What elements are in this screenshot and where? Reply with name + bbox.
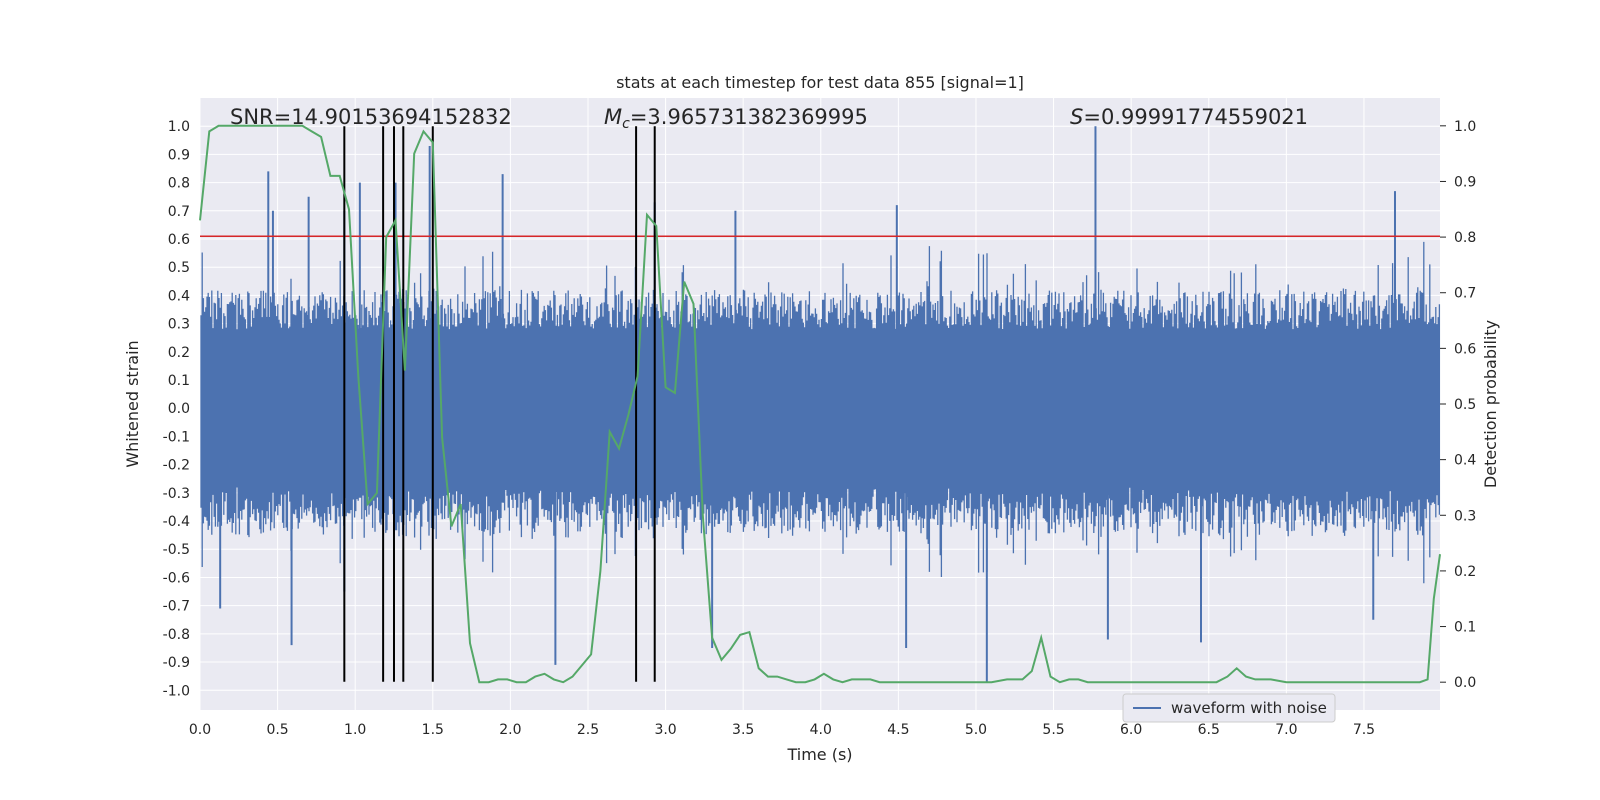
y-axis-ticks: 1.0 0.9 0.8 0.7 0.6 0.5 0.4 0.3 0.2 0.1 0.0 -0.1 -0.… <box>163 119 190 699</box>
y2-tick-label: 0.4 <box>1454 453 1476 469</box>
x-tick-label: 5.0 <box>965 722 987 738</box>
y-tick-label: 1.0 <box>168 119 190 135</box>
y2-tick-label: 0.0 <box>1454 675 1476 691</box>
y-tick-label: 0.8 <box>168 176 190 192</box>
y-tick-label: -0.9 <box>163 655 190 671</box>
chirp-mass-subscript: c <box>622 116 630 132</box>
x-tick-label: 4.0 <box>810 722 832 738</box>
x-tick-label: 0.5 <box>266 722 288 738</box>
y-tick-label: -0.4 <box>163 514 190 530</box>
x-axis-ticks: 0.0 0.5 1.0 1.5 2.0 2.5 3.0 3.5 4.0 4.5 5.0 5.5 6.0 6… <box>189 722 1375 738</box>
chirp-mass-annotation: Mc=3.965731382369995 <box>604 105 868 132</box>
legend-label: waveform with noise <box>1171 699 1327 717</box>
y2-tick-label: 0.1 <box>1454 620 1476 636</box>
x-tick-label: 4.5 <box>887 722 909 738</box>
y2-axis-label: Detection probability <box>1481 320 1500 488</box>
y-tick-label: 0.3 <box>168 317 190 333</box>
y-tick-label: 0.2 <box>168 345 190 361</box>
legend: waveform with noise <box>1122 693 1336 723</box>
y2-tick-label: 0.5 <box>1454 397 1476 413</box>
x-tick-label: 3.5 <box>732 722 754 738</box>
y-tick-label: 0.4 <box>168 288 190 304</box>
x-tick-label: 3.0 <box>654 722 676 738</box>
y-tick-label: 0.9 <box>168 147 190 163</box>
y2-tick-label: 0.3 <box>1454 508 1476 524</box>
y2-tick-label: 0.9 <box>1454 174 1476 190</box>
y-tick-label: -0.6 <box>163 570 190 586</box>
x-axis-label: Time (s) <box>786 745 852 764</box>
y-tick-label: 0.0 <box>168 401 190 417</box>
probability-line <box>199 124 1441 684</box>
y2-tick-label: 0.8 <box>1454 230 1476 246</box>
y-tick-label: -0.7 <box>163 599 190 615</box>
legend-box <box>1122 693 1336 723</box>
y2-tick-label: 1.0 <box>1454 119 1476 135</box>
x-tick-label: 6.5 <box>1198 722 1220 738</box>
y2-tick-label: 0.2 <box>1454 564 1476 580</box>
y-axis-label: Whitened strain <box>123 340 142 467</box>
x-tick-label: 0.0 <box>189 722 211 738</box>
y-tick-label: -0.5 <box>163 542 190 558</box>
y2-tick-label: 0.7 <box>1454 286 1476 302</box>
waveform-path <box>200 241 1441 584</box>
x-tick-label: 1.5 <box>422 722 444 738</box>
score-annotation: S=0.99991774559021 <box>1070 105 1308 129</box>
x-tick-label: 7.0 <box>1275 722 1297 738</box>
event-lines <box>343 126 656 682</box>
y-tick-label: 0.1 <box>168 373 190 389</box>
chart-title: stats at each timestep for test data 855… <box>616 73 1024 92</box>
y2-tick-label: 0.6 <box>1454 341 1476 357</box>
chirp-mass-value: =3.965731382369995 <box>630 105 868 129</box>
y-tick-label: 0.6 <box>168 232 190 248</box>
y-tick-label: -0.3 <box>163 486 190 502</box>
y-tick-label: -0.8 <box>163 627 190 643</box>
x-tick-label: 1.0 <box>344 722 366 738</box>
snr-annotation: SNR=14.90153694152832 <box>230 105 512 129</box>
x-tick-label: 7.5 <box>1353 722 1375 738</box>
x-tick-label: 5.5 <box>1042 722 1064 738</box>
chirp-mass-symbol: M <box>604 105 622 129</box>
y2-axis-ticks: 1.0 0.9 0.8 0.7 0.6 0.5 0.4 0.3 0.2 0.1 0.0 <box>1440 119 1476 691</box>
waveform-series <box>200 241 1441 584</box>
x-tick-label: 2.0 <box>499 722 521 738</box>
y-tick-label: 0.5 <box>168 260 190 276</box>
y-tick-label: -1.0 <box>163 683 190 699</box>
y-tick-label: -0.1 <box>163 429 190 445</box>
y-tick-label: -0.2 <box>163 458 190 474</box>
x-tick-label: 2.5 <box>577 722 599 738</box>
probability-series <box>199 124 1441 684</box>
x-tick-label: 6.0 <box>1120 722 1142 738</box>
y-tick-label: 0.7 <box>168 204 190 220</box>
score-symbol: S <box>1070 105 1083 129</box>
score-value: =0.99991774559021 <box>1083 105 1308 129</box>
